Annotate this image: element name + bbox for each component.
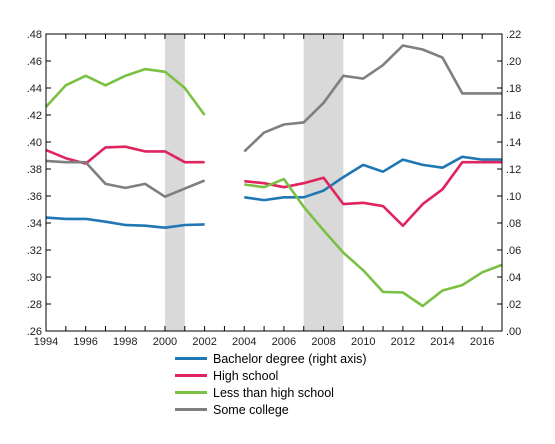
legend-label: Less than high school bbox=[213, 385, 334, 400]
y-tick-label-left: .30 bbox=[27, 272, 42, 284]
y-tick-label-right: .06 bbox=[506, 245, 521, 257]
legend-swatch-some-college bbox=[175, 408, 207, 411]
y-tick-label-right: .08 bbox=[506, 218, 521, 230]
legend-label: Some college bbox=[213, 402, 289, 417]
plot-frame bbox=[45, 33, 503, 332]
legend: Bachelor degree (right axis) High school… bbox=[175, 350, 367, 418]
legend-item: Less than high school bbox=[175, 384, 367, 401]
y-tick-label-left: .42 bbox=[27, 110, 42, 122]
x-tick-label: 2012 bbox=[391, 336, 415, 348]
y-tick-label-right: .16 bbox=[506, 110, 521, 122]
y-tick-label-right: .04 bbox=[506, 272, 521, 284]
y-tick-label-left: .26 bbox=[27, 326, 42, 338]
y-tick-label-left: .38 bbox=[27, 164, 42, 176]
y-tick-label-left: .32 bbox=[27, 245, 42, 257]
x-tick-label: 1994 bbox=[34, 336, 58, 348]
x-tick-label: 2006 bbox=[272, 336, 296, 348]
x-tick-label: 2002 bbox=[192, 336, 216, 348]
legend-item: Bachelor degree (right axis) bbox=[175, 350, 367, 367]
y-tick-label-left: .40 bbox=[27, 137, 42, 149]
series-line-bachelor-degree-right-axis bbox=[244, 155, 502, 202]
y-tick-label-right: .00 bbox=[506, 326, 521, 338]
x-tick-label: 2014 bbox=[430, 336, 454, 348]
x-tick-label: 2000 bbox=[153, 336, 177, 348]
series-line-some-college bbox=[243, 44, 502, 153]
y-tick-label-right: .12 bbox=[506, 164, 521, 176]
legend-swatch-less-than-high-school bbox=[175, 391, 207, 394]
legend-item: Some college bbox=[175, 401, 367, 418]
series-lines bbox=[45, 44, 503, 308]
legend-swatch-bachelor bbox=[175, 357, 207, 360]
y-tick-label-left: .44 bbox=[27, 83, 42, 95]
y-tick-label-right: .02 bbox=[506, 299, 521, 311]
series-line-high-school bbox=[244, 160, 502, 227]
x-tick-label: 1996 bbox=[73, 336, 97, 348]
x-tick-label: 2004 bbox=[232, 336, 256, 348]
legend-label: High school bbox=[213, 368, 279, 383]
plot-border bbox=[45, 33, 503, 332]
y-tick-label-right: .20 bbox=[506, 56, 521, 68]
axis-ticks: 1994 1996 1998 2000 2002 2004 2006 2008 2010 2012… bbox=[27, 29, 522, 348]
x-tick-label: 2010 bbox=[351, 336, 375, 348]
y-tick-label-left: .46 bbox=[27, 56, 42, 68]
series-line-high-school bbox=[45, 145, 205, 165]
series-line-less-than-high-school bbox=[244, 177, 503, 308]
x-tick-label: 1998 bbox=[113, 336, 137, 348]
y-tick-label-right: .22 bbox=[506, 29, 521, 41]
series-line-bachelor-degree-right-axis bbox=[45, 216, 205, 229]
y-tick-label-right: .18 bbox=[506, 83, 521, 95]
x-tick-label: 2008 bbox=[311, 336, 335, 348]
y-tick-label-right: .14 bbox=[506, 137, 521, 149]
legend-label: Bachelor degree (right axis) bbox=[213, 351, 367, 366]
y-tick-label-left: .28 bbox=[27, 299, 42, 311]
y-tick-label-left: .36 bbox=[27, 191, 42, 203]
y-tick-label-right: .10 bbox=[506, 191, 521, 203]
y-tick-label-left: .48 bbox=[27, 29, 42, 41]
series-line-some-college bbox=[45, 159, 206, 198]
y-tick-label-left: .34 bbox=[27, 218, 42, 230]
legend-swatch-high-school bbox=[175, 374, 207, 377]
x-tick-label: 2016 bbox=[470, 336, 494, 348]
recession-band bbox=[164, 34, 185, 331]
series-line-less-than-high-school bbox=[45, 67, 206, 116]
legend-item: High school bbox=[175, 367, 367, 384]
